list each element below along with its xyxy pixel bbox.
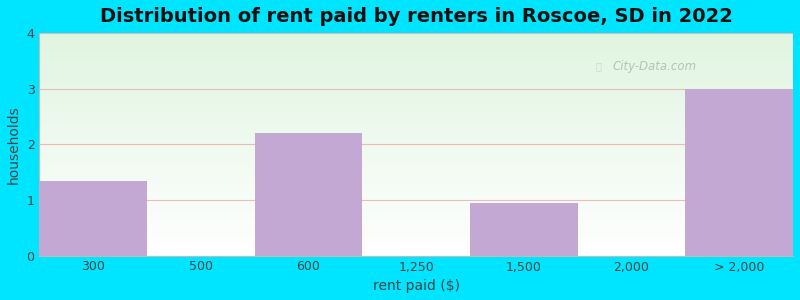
Text: City-Data.com: City-Data.com (612, 60, 696, 73)
Y-axis label: households: households (7, 105, 21, 184)
Bar (470, 203, 578, 256)
Bar (39, 181, 147, 256)
X-axis label: rent paid ($): rent paid ($) (373, 279, 460, 293)
Bar (686, 89, 793, 256)
Text: 🔍: 🔍 (595, 61, 602, 71)
Title: Distribution of rent paid by renters in Roscoe, SD in 2022: Distribution of rent paid by renters in … (100, 7, 733, 26)
Bar (254, 133, 362, 256)
